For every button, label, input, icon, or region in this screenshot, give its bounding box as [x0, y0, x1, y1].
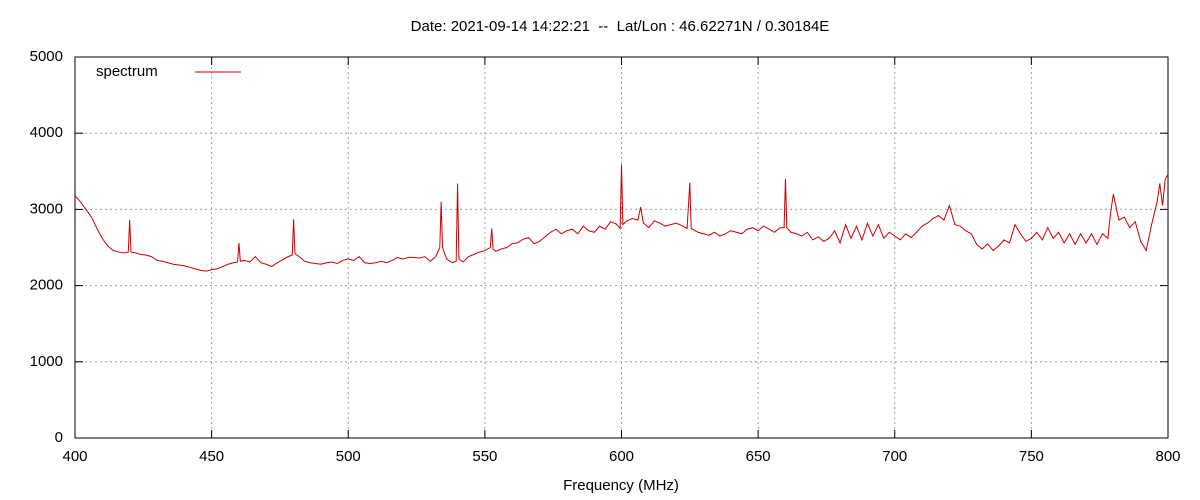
x-tick-label: 650 — [746, 448, 771, 465]
x-tick-label: 700 — [882, 448, 907, 465]
x-axis-label: Frequency (MHz) — [563, 477, 679, 494]
x-tick-label: 450 — [199, 448, 224, 465]
series-line — [74, 164, 1169, 272]
y-tick-label: 0 — [55, 429, 63, 446]
y-tick-label: 2000 — [30, 277, 63, 294]
y-tick-label: 3000 — [30, 200, 63, 217]
y-tick-label: 4000 — [30, 124, 63, 141]
x-tick-label: 800 — [1155, 448, 1180, 465]
y-tick-label: 5000 — [30, 48, 63, 65]
legend-label: spectrum — [96, 63, 158, 80]
x-tick-label: 750 — [1019, 448, 1044, 465]
x-tick-label: 550 — [472, 448, 497, 465]
plot-border — [74, 56, 1169, 439]
y-tick-label: 1000 — [30, 353, 63, 370]
x-tick-label: 600 — [609, 448, 634, 465]
x-tick-label: 500 — [336, 448, 361, 465]
x-tick-label: 400 — [62, 448, 87, 465]
chart-title: Date: 2021-09-14 14:22:21 -- Lat/Lon : 4… — [411, 18, 830, 35]
